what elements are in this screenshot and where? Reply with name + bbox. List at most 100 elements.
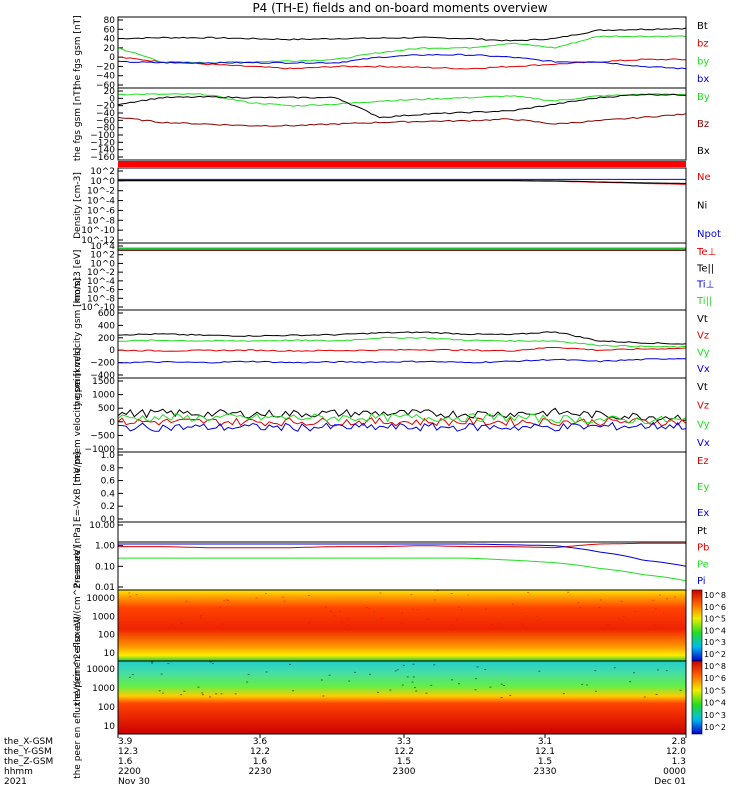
speckle — [201, 692, 204, 694]
ephemeris-value: 3.9 — [118, 737, 133, 747]
panel-frame — [117, 87, 687, 161]
speckle — [433, 664, 436, 666]
y-tick-label: 10^-10 — [81, 303, 115, 313]
y-tick-label: 10^-2 — [87, 268, 115, 278]
legend-label-Pb: Pb — [697, 543, 709, 554]
legend-label-Vz: Vz — [697, 401, 709, 412]
speckle — [338, 610, 341, 612]
y-tick-label: 500 — [98, 404, 115, 414]
series-line-Vy — [117, 413, 687, 425]
speckle — [673, 596, 676, 598]
speckle — [484, 669, 487, 671]
ephemeris-value: 12.1 — [535, 747, 555, 757]
speckle — [368, 607, 371, 609]
y-tick-label: 1000 — [92, 612, 115, 622]
panel-frame — [117, 660, 687, 735]
speckle — [401, 612, 404, 614]
panel-frame — [117, 309, 687, 379]
y-axis-label: the peim velocity gsm [km/s] — [73, 278, 83, 410]
speckle — [620, 600, 623, 602]
y-axis-label: the peir en eflux eV/(cm^2-s-sr-eV) — [73, 546, 83, 706]
speckle — [324, 606, 327, 608]
legend-label-By: By — [697, 92, 710, 103]
speckle — [655, 693, 658, 695]
panel-4: 10^410^210^010^-210^-410^-610^-810^-10mo… — [73, 242, 716, 313]
y-tick-label: −40 — [96, 72, 115, 82]
y-axis-label: momt3 [eV] — [73, 250, 83, 304]
y-tick-label: −140 — [90, 146, 115, 156]
speckle — [215, 693, 218, 695]
y-tick-label: 10^-6 — [87, 206, 115, 216]
speckle — [389, 689, 392, 691]
panel-10: 10000 1000 100 10 the peer en eflux eV/(cm^2… — [73, 616, 726, 779]
speckle — [503, 685, 506, 687]
speckle — [535, 615, 538, 617]
speckle — [527, 592, 530, 594]
speckle — [511, 603, 514, 605]
speckle — [183, 690, 186, 692]
ephemeris-value: 12.0 — [666, 747, 686, 757]
speckle — [160, 673, 163, 675]
speckle — [451, 679, 454, 681]
panel-2: 200−20−40−60−80−100−120−140−160 the fgs g… — [73, 87, 710, 163]
series-line-bx — [117, 53, 687, 70]
speckle — [348, 680, 351, 682]
panel-8: 10.00 1.00 0.10 0.01 Pressure [nPa] Pt Pb Pe Pi — [73, 521, 709, 593]
speckle — [200, 614, 203, 616]
panel-9: 10000 1000 100 10 the peir en eflux eV/(cm^2… — [73, 546, 726, 706]
y-tick-label: 10 — [104, 649, 116, 659]
colorbar-tick-label: 10^3 — [704, 711, 726, 720]
y-tick-label: 0.4 — [101, 489, 116, 499]
speckle — [412, 663, 415, 665]
y-tick-label: 20 — [104, 87, 116, 97]
y-axis-label: the peer en eflux eV/(cm^2-s-sr-eV) — [73, 616, 83, 779]
y-tick-label: −40 — [96, 109, 115, 119]
y-tick-label: −20 — [96, 62, 115, 72]
speckle — [451, 624, 454, 626]
y-tick-label: 10^2 — [90, 251, 115, 261]
panel-frame — [117, 16, 687, 89]
speckle — [322, 695, 325, 697]
speckle — [329, 610, 332, 612]
y-tick-label: 1500 — [92, 377, 115, 387]
flag-bar — [118, 161, 686, 167]
speckle — [131, 674, 134, 676]
colorbar-tick-label: 10^6 — [704, 674, 726, 683]
panel-frame — [117, 451, 687, 523]
speckle — [402, 664, 405, 666]
colorbar-tick-label: 10^2 — [704, 650, 726, 659]
speckle — [162, 692, 165, 694]
y-tick-label: 10^-2 — [87, 187, 115, 197]
speckle — [622, 616, 625, 618]
y-tick-label: 10000 — [86, 594, 115, 604]
speckle — [381, 617, 384, 619]
speckle — [368, 673, 371, 675]
y-tick-label: −120 — [90, 138, 115, 148]
series-line-Vz — [118, 347, 687, 352]
speckle — [221, 623, 224, 625]
speckle — [281, 596, 284, 598]
y-tick-label: 100 — [98, 631, 115, 641]
ephemeris-label: 2021 — [4, 777, 27, 787]
speckle — [415, 690, 418, 692]
y-axis-label: the fgs gsm [nT] — [73, 87, 83, 161]
legend-label-Ex: Ex — [697, 508, 709, 519]
y-axis-label: the peem velocity gsm [km/s] — [73, 348, 83, 483]
colorbar — [691, 589, 703, 662]
speckle — [246, 681, 249, 683]
y-tick-label: 10^-8 — [87, 216, 115, 226]
speckle — [643, 696, 646, 698]
ephemeris-value: 1.6 — [253, 757, 268, 767]
series-line-Vt — [117, 331, 687, 345]
y-tick-label: 60 — [104, 25, 116, 35]
speckle — [657, 669, 660, 671]
colorbar-tick-label: 10^3 — [704, 638, 726, 647]
legend-label-Pt: Pt — [697, 526, 707, 537]
speckle — [489, 686, 492, 688]
ephemeris-value: 2200 — [118, 767, 141, 777]
y-tick-label: −500 — [90, 431, 115, 441]
series-line-By — [117, 93, 687, 107]
legend-label-Te||: Te|| — [696, 263, 714, 274]
y-tick-label: 200 — [98, 334, 115, 344]
y-tick-label: 10^2 — [90, 167, 115, 177]
